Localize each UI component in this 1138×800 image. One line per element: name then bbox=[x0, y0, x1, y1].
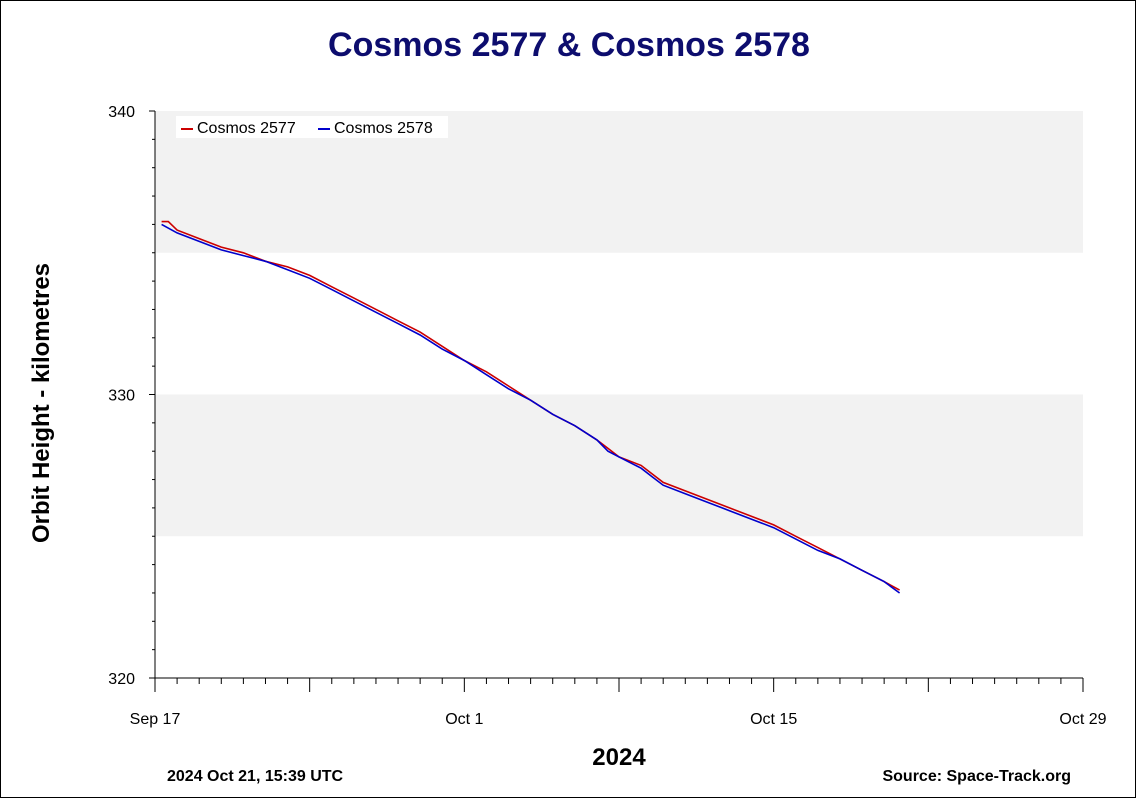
series-lines bbox=[161, 220, 901, 594]
grid-band bbox=[155, 536, 1083, 678]
axes: 320 330 340 Sep 17 Oct 1 Oct 15 Oct 29 bbox=[108, 104, 1106, 728]
x-tick-label: Oct 15 bbox=[750, 711, 797, 728]
chart-title: Cosmos 2577 & Cosmos 2578 bbox=[328, 26, 810, 64]
y-tick-label: 340 bbox=[108, 104, 135, 121]
grid-bands bbox=[155, 111, 1083, 678]
y-tick-label: 320 bbox=[108, 671, 135, 688]
series-line-2 bbox=[161, 223, 901, 594]
x-tick-label: Sep 17 bbox=[130, 711, 181, 728]
x-tick-label: Oct 1 bbox=[445, 711, 483, 728]
legend-label-2: Cosmos 2578 bbox=[334, 120, 433, 137]
x-tick-label: Oct 29 bbox=[1059, 711, 1106, 728]
timestamp-label: 2024 Oct 21, 15:39 UTC bbox=[167, 768, 344, 785]
grid-band bbox=[155, 252, 1083, 395]
x-axis-label: 2024 bbox=[592, 744, 646, 771]
grid-band bbox=[155, 394, 1083, 537]
legend-box bbox=[176, 116, 448, 138]
legend: Cosmos 2577 Cosmos 2578 bbox=[176, 116, 448, 138]
legend-label-1: Cosmos 2577 bbox=[197, 120, 296, 137]
y-tick-label: 330 bbox=[108, 388, 135, 405]
source-label: Source: Space-Track.org bbox=[882, 768, 1071, 785]
